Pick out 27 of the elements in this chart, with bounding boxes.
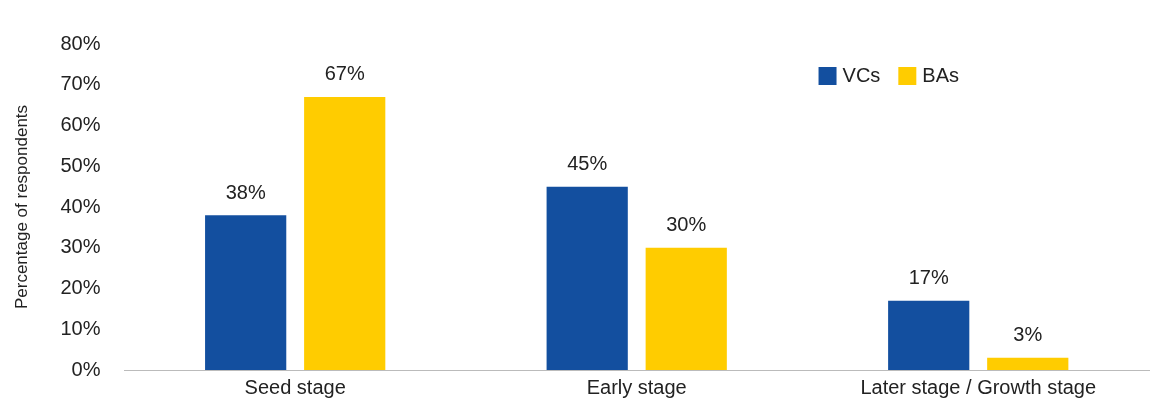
bar [987, 357, 1069, 370]
bar [645, 247, 727, 370]
data-label: 38% [225, 180, 266, 203]
bar [304, 96, 386, 370]
data-label: 17% [908, 266, 949, 289]
y-tick-label: 10% [60, 316, 101, 339]
y-tick-label: 40% [60, 194, 101, 217]
x-tick-label: Seed stage [244, 375, 346, 398]
y-tick-label: 30% [60, 235, 101, 258]
y-axis-title: Percentage of respondents [11, 104, 31, 310]
bar [205, 215, 287, 370]
x-tick-label: Later stage / Growth stage [860, 375, 1097, 398]
data-label: 45% [567, 152, 608, 175]
y-tick-label: 50% [60, 153, 101, 176]
y-tick-label: 60% [60, 113, 101, 136]
x-tick-label: Early stage [586, 375, 687, 398]
data-label: 3% [1013, 323, 1043, 346]
y-tick-label: 0% [71, 357, 101, 380]
y-tick-label: 20% [60, 276, 101, 299]
data-label: 67% [324, 62, 365, 85]
bar [888, 300, 970, 370]
y-tick-label: 70% [60, 72, 101, 95]
legend-label: BAs [922, 63, 960, 86]
y-tick-label: 80% [60, 31, 101, 54]
bar [546, 186, 628, 370]
data-label: 30% [666, 213, 707, 236]
legend-label: VCs [842, 63, 881, 86]
